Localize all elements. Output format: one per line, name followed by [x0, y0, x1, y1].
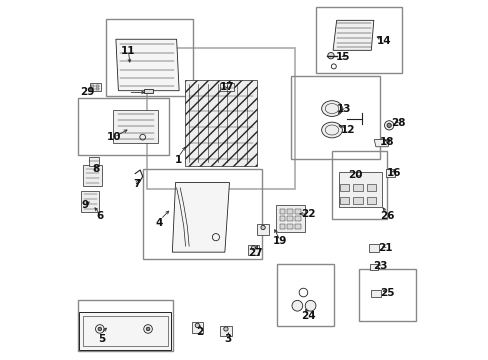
Bar — [370, 290, 380, 297]
Bar — [257, 224, 268, 235]
Text: 26: 26 — [379, 211, 394, 221]
Circle shape — [386, 123, 390, 127]
Ellipse shape — [321, 122, 342, 138]
Bar — [95, 85, 99, 87]
Text: 20: 20 — [347, 170, 362, 180]
Bar — [287, 216, 292, 221]
Bar — [287, 224, 292, 229]
Text: 23: 23 — [372, 261, 386, 271]
Bar — [287, 209, 292, 214]
Text: 18: 18 — [379, 138, 394, 148]
Circle shape — [146, 327, 149, 331]
Polygon shape — [116, 39, 179, 91]
Bar — [353, 197, 362, 204]
Text: 17: 17 — [219, 82, 233, 92]
Bar — [339, 184, 348, 192]
Bar — [144, 89, 153, 93]
Circle shape — [291, 300, 302, 311]
Bar — [95, 88, 99, 90]
Bar — [91, 88, 94, 90]
Polygon shape — [80, 312, 171, 350]
Circle shape — [224, 327, 227, 331]
Bar — [366, 197, 376, 204]
Polygon shape — [275, 205, 304, 232]
Text: 8: 8 — [92, 164, 100, 174]
Text: 19: 19 — [272, 236, 287, 246]
Text: 14: 14 — [376, 36, 390, 46]
Polygon shape — [83, 165, 102, 186]
Text: 7: 7 — [133, 179, 141, 189]
Text: 29: 29 — [80, 87, 94, 98]
Circle shape — [305, 300, 315, 311]
Ellipse shape — [321, 101, 342, 116]
Polygon shape — [185, 80, 256, 166]
Text: 6: 6 — [96, 211, 103, 221]
Bar — [295, 209, 300, 214]
Text: 3: 3 — [224, 334, 232, 344]
Text: 1: 1 — [174, 156, 182, 165]
Bar — [220, 326, 231, 337]
Bar — [279, 216, 285, 221]
Circle shape — [384, 121, 393, 130]
Bar — [220, 83, 234, 91]
Bar — [368, 244, 378, 252]
Bar — [295, 224, 300, 229]
Text: 13: 13 — [337, 104, 351, 113]
Polygon shape — [338, 172, 381, 207]
Text: 4: 4 — [155, 218, 162, 228]
Circle shape — [98, 327, 102, 331]
Circle shape — [261, 225, 264, 230]
Bar — [90, 83, 101, 91]
Bar — [385, 169, 394, 177]
Text: 9: 9 — [82, 200, 89, 210]
Circle shape — [327, 53, 333, 59]
Text: 5: 5 — [98, 334, 105, 344]
Bar — [279, 224, 285, 229]
Polygon shape — [113, 110, 157, 143]
Bar — [295, 216, 300, 221]
Circle shape — [195, 323, 199, 328]
Text: 22: 22 — [301, 209, 315, 219]
Bar — [91, 85, 94, 87]
Text: 24: 24 — [301, 311, 315, 321]
Text: 10: 10 — [107, 132, 121, 142]
Text: 25: 25 — [379, 288, 394, 297]
Bar — [353, 184, 362, 192]
Bar — [247, 245, 259, 255]
Circle shape — [251, 246, 255, 250]
Bar — [369, 264, 377, 270]
Bar — [279, 209, 285, 214]
Bar — [339, 197, 348, 204]
Text: 21: 21 — [378, 243, 392, 253]
Text: 16: 16 — [386, 168, 401, 178]
Polygon shape — [332, 20, 373, 50]
Text: 2: 2 — [196, 327, 203, 337]
Text: 27: 27 — [247, 248, 262, 258]
Bar — [366, 184, 376, 192]
Text: 11: 11 — [121, 46, 135, 57]
Text: 28: 28 — [390, 118, 405, 128]
Polygon shape — [373, 140, 389, 147]
Bar — [89, 157, 99, 166]
Polygon shape — [172, 183, 229, 252]
Text: 12: 12 — [340, 125, 355, 135]
Polygon shape — [81, 191, 99, 212]
Text: 15: 15 — [335, 52, 349, 62]
Bar — [191, 322, 203, 333]
